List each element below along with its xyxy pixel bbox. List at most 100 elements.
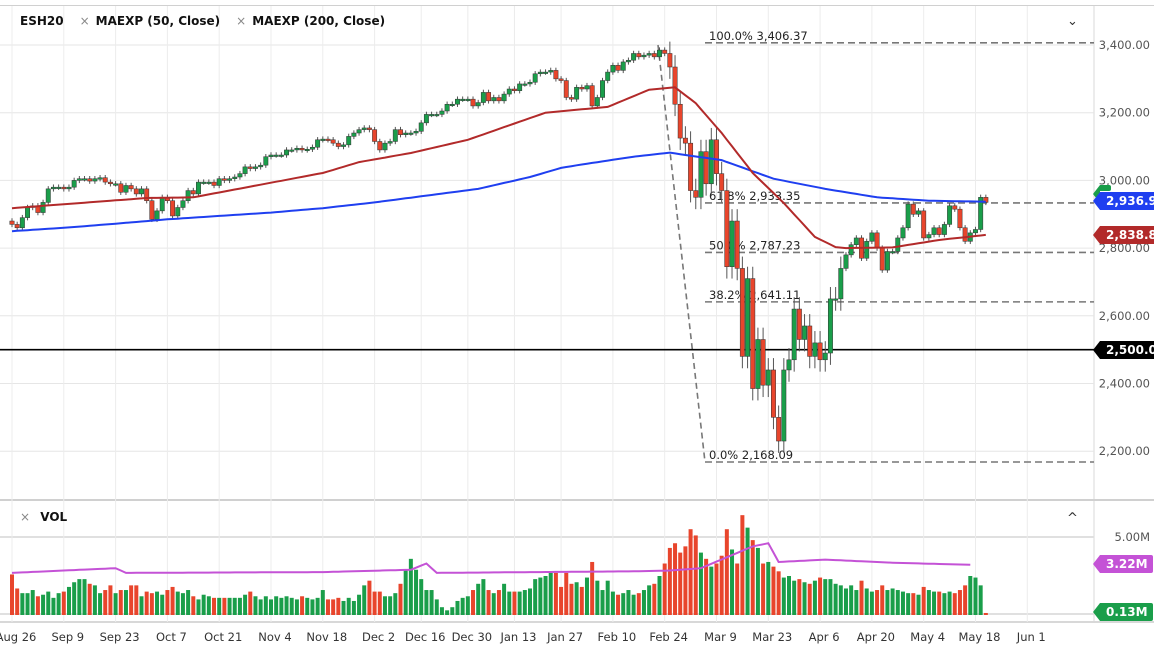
candle-down bbox=[957, 208, 963, 229]
candle-down bbox=[470, 98, 476, 107]
candle-up bbox=[356, 129, 362, 134]
volume-bar-down bbox=[191, 596, 196, 615]
candle-up bbox=[196, 181, 201, 195]
candle-up bbox=[242, 166, 248, 174]
candle-up bbox=[765, 369, 771, 386]
candle-down bbox=[817, 342, 823, 361]
volume-bar-down bbox=[704, 558, 709, 615]
volume-bar-up bbox=[507, 591, 512, 615]
ema50-line bbox=[11, 86, 986, 250]
candle-down bbox=[366, 127, 372, 130]
last-price-tag-edge bbox=[1093, 185, 1111, 203]
y-tick-label: 2,400.00 bbox=[1099, 377, 1150, 391]
candle-up bbox=[351, 132, 357, 137]
volume-bar-up bbox=[92, 585, 97, 615]
volume-bar-up bbox=[388, 596, 393, 615]
volume-bar-up bbox=[538, 577, 543, 615]
volume-bar-up bbox=[180, 593, 185, 615]
volume-bar-down bbox=[134, 585, 139, 615]
volume-bar-down bbox=[367, 580, 372, 615]
candle-up bbox=[413, 131, 419, 134]
candle-up bbox=[123, 185, 129, 193]
volume-bar-down bbox=[750, 540, 755, 615]
candle-up bbox=[522, 83, 528, 86]
study-ema200-label[interactable]: MAEXP (200, Close) bbox=[252, 14, 386, 28]
candle-up bbox=[827, 298, 833, 354]
candle-down bbox=[102, 177, 108, 183]
volume-bar-down bbox=[688, 529, 693, 615]
volume-bar-down bbox=[496, 590, 501, 615]
chevron-down-icon[interactable]: ⌄ bbox=[1067, 14, 1078, 29]
volume-bar-up bbox=[362, 585, 367, 615]
remove-volume-icon[interactable]: × bbox=[20, 510, 31, 524]
volume-bar-up bbox=[201, 594, 206, 615]
candle-up bbox=[543, 71, 548, 74]
volume-bar-up bbox=[72, 582, 77, 615]
volume-bar-up bbox=[284, 596, 289, 615]
candle-down bbox=[553, 70, 559, 80]
volume-bar-up bbox=[543, 576, 548, 615]
candle-down bbox=[335, 142, 341, 147]
volume-bar-up bbox=[641, 590, 646, 615]
candle-up bbox=[786, 359, 792, 371]
candle-down bbox=[662, 49, 668, 54]
volume-bar-up bbox=[781, 577, 786, 615]
candle-up bbox=[657, 49, 662, 58]
volume-bar-up bbox=[258, 599, 263, 615]
volume-bar-up bbox=[357, 594, 362, 615]
volume-bar-down bbox=[652, 583, 657, 615]
candle-up bbox=[154, 210, 160, 220]
candle-up bbox=[838, 268, 844, 300]
volume-bar-up bbox=[885, 590, 890, 615]
candle-up bbox=[263, 156, 269, 166]
candle-up bbox=[941, 224, 947, 235]
volume-bar-up bbox=[279, 597, 284, 615]
candle-up bbox=[812, 342, 818, 357]
candle-down bbox=[983, 197, 989, 203]
volume-bar-up bbox=[455, 600, 460, 615]
volume-bar-up bbox=[574, 582, 579, 615]
volume-bar-down bbox=[212, 597, 217, 615]
volume-bar-up bbox=[787, 576, 791, 615]
candle-up bbox=[439, 110, 445, 115]
volume-bar-up bbox=[584, 577, 589, 615]
candle-up bbox=[175, 207, 181, 217]
candle-up bbox=[791, 308, 797, 361]
collapse-pane-icon[interactable]: ^ bbox=[1067, 511, 1078, 526]
study-ema50-label[interactable]: MAEXP (50, Close) bbox=[95, 14, 221, 28]
candle-down bbox=[962, 227, 968, 242]
candle-up bbox=[594, 97, 600, 107]
volume-bar-up bbox=[730, 549, 735, 615]
candle-up bbox=[947, 205, 953, 225]
candle-down bbox=[211, 181, 217, 186]
candle-up bbox=[802, 325, 807, 340]
candle-up bbox=[480, 92, 486, 103]
x-tick-label: Dec 16 bbox=[405, 630, 446, 644]
volume-bar-up bbox=[823, 579, 828, 615]
volume-bar-down bbox=[797, 579, 802, 615]
candle-up bbox=[708, 139, 714, 185]
remove-study-icon[interactable]: × bbox=[236, 14, 247, 28]
candle-down bbox=[128, 185, 134, 190]
x-tick-label: Jan 27 bbox=[546, 630, 583, 644]
candle-down bbox=[496, 97, 502, 102]
volume-bar-down bbox=[331, 599, 336, 615]
candle-up bbox=[465, 98, 471, 101]
candle-down bbox=[739, 268, 745, 357]
volume-bar-down bbox=[673, 543, 678, 615]
volume-bar-down bbox=[103, 590, 108, 615]
volume-bar-down bbox=[222, 597, 227, 615]
volume-bar-up bbox=[351, 600, 356, 615]
remove-study-icon[interactable]: × bbox=[79, 14, 90, 28]
candle-down bbox=[677, 103, 683, 139]
volume-bar-up bbox=[533, 579, 538, 615]
candle-down bbox=[170, 200, 176, 217]
volume-bar-down bbox=[336, 597, 341, 615]
candle-up bbox=[455, 98, 460, 105]
volume-bar-up bbox=[227, 597, 232, 615]
candle-up bbox=[869, 232, 875, 242]
candle-up bbox=[320, 138, 326, 141]
volume-bar-down bbox=[963, 585, 968, 615]
volume-bar-down bbox=[377, 591, 382, 615]
